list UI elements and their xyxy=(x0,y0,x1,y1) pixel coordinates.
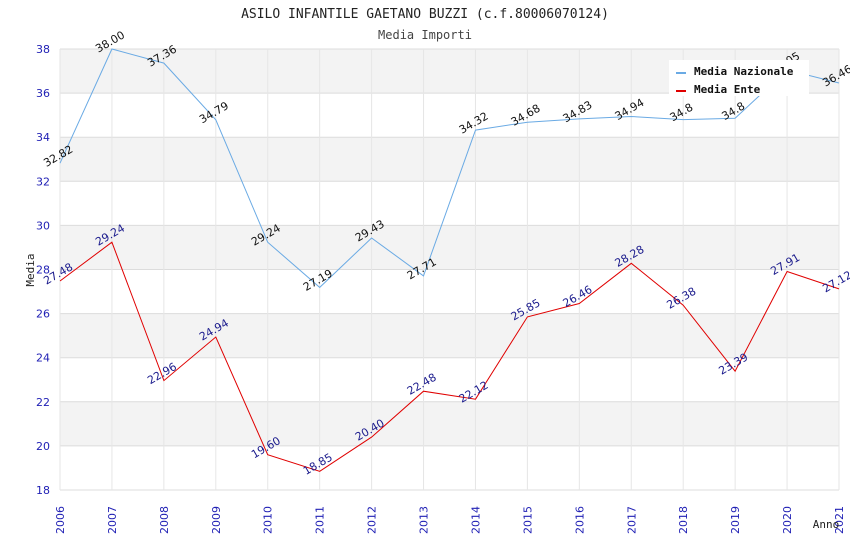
y-tick-label: 24 xyxy=(36,352,50,365)
x-tick-label: 2007 xyxy=(106,506,119,534)
x-tick-label: 2018 xyxy=(677,506,690,534)
x-tick-label: 2006 xyxy=(54,506,67,534)
grid-band xyxy=(60,269,839,314)
x-tick-label: 2016 xyxy=(573,506,586,534)
chart-subtitle: Media Importi xyxy=(378,28,472,42)
y-tick-label: 38 xyxy=(36,43,50,56)
x-tick-label: 2011 xyxy=(314,506,327,534)
legend-label-media-nazionale: Media Nazionale xyxy=(694,65,794,78)
y-tick-label: 34 xyxy=(36,131,50,144)
grid-band xyxy=(60,93,839,138)
grid-band xyxy=(60,313,839,358)
x-axis-label: Anno xyxy=(813,518,840,531)
series-line-media-ente xyxy=(59,241,840,472)
grid-band xyxy=(60,225,839,270)
legend-box xyxy=(669,60,809,96)
y-tick-label: 26 xyxy=(36,308,50,321)
y-axis-ticks: 18 20 22 24 26 28 30 32 34 36 38 xyxy=(36,43,50,497)
y-tick-label: 36 xyxy=(36,87,50,100)
grid-band xyxy=(60,401,839,446)
chart-title: ASILO INFANTILE GAETANO BUZZI (c.f.80006… xyxy=(241,7,609,22)
grid-lines xyxy=(59,48,840,491)
y-tick-label: 32 xyxy=(36,175,50,188)
x-tick-label: 2017 xyxy=(625,506,638,534)
y-tick-label: 20 xyxy=(36,440,50,453)
x-tick-label: 2021 xyxy=(833,506,846,534)
grid-band xyxy=(60,357,839,402)
x-tick-label: 2008 xyxy=(158,506,171,534)
x-axis-ticks: 2006 2007 2008 2009 2010 2011 2012 2013 2014 2015… xyxy=(54,506,846,534)
x-tick-label: 2020 xyxy=(781,506,794,534)
x-tick-label: 2009 xyxy=(210,506,223,534)
grid-band xyxy=(60,445,839,490)
x-tick-label: 2010 xyxy=(262,506,275,534)
y-tick-label: 28 xyxy=(36,264,50,277)
legend: Media Nazionale Media Ente xyxy=(669,60,809,96)
grid-bands xyxy=(60,49,839,490)
legend-label-media-ente: Media Ente xyxy=(694,83,761,96)
grid-band xyxy=(60,137,839,182)
x-tick-label: 2012 xyxy=(366,506,379,534)
series-line-media-nazionale xyxy=(59,48,840,289)
x-tick-label: 2019 xyxy=(729,506,742,534)
y-tick-label: 30 xyxy=(36,219,50,232)
x-tick-label: 2013 xyxy=(418,506,431,534)
x-tick-label: 2015 xyxy=(521,506,534,534)
y-axis-label: Media xyxy=(24,253,37,286)
series-group xyxy=(59,48,840,472)
y-tick-label: 22 xyxy=(36,396,50,409)
x-tick-label: 2014 xyxy=(469,506,482,534)
y-tick-label: 18 xyxy=(36,484,50,497)
